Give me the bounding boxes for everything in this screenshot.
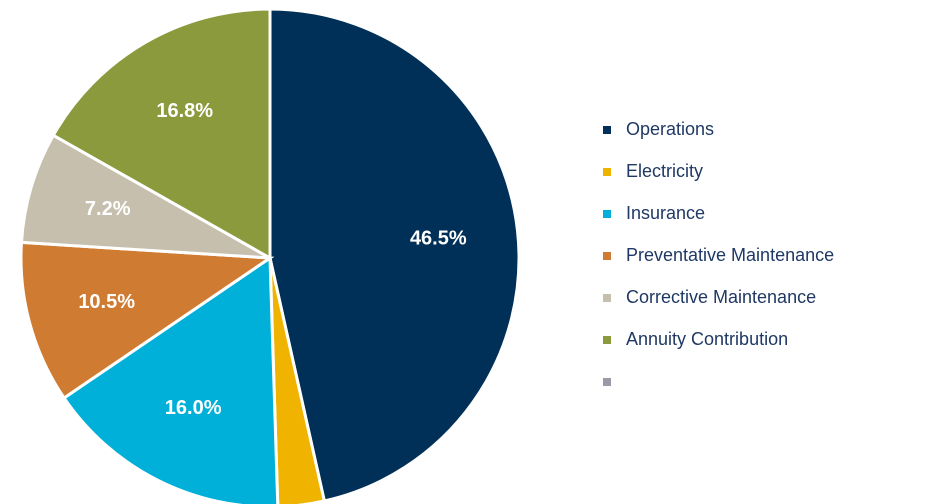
legend-label: Annuity Contribution [626, 329, 788, 349]
pie-slice [19, 133, 271, 260]
legend-swatch [603, 126, 611, 134]
legend-swatch [603, 168, 611, 176]
pie-slice [19, 240, 275, 401]
pie-slice [51, 7, 272, 261]
legend-swatch [603, 210, 611, 218]
data-label: 46.5% [410, 228, 467, 250]
data-label: 16.8% [156, 100, 213, 122]
legend-label: Electricity [626, 161, 703, 181]
legend-swatch [603, 294, 611, 302]
legend-label: Operations [626, 119, 714, 139]
pie-slice [61, 255, 280, 504]
legend-swatch [603, 378, 611, 386]
data-label: 16.0% [165, 397, 222, 419]
data-label: 7.2% [85, 198, 131, 220]
pie-slice [268, 7, 521, 503]
legend-swatch [603, 252, 611, 260]
legend-swatch [603, 336, 611, 344]
legend-label: Corrective Maintenance [626, 287, 816, 307]
pie-slice [268, 257, 327, 504]
data-label: 10.5% [78, 291, 135, 313]
legend-label: Preventative Maintenance [626, 245, 834, 265]
legend-label: Insurance [626, 203, 705, 223]
